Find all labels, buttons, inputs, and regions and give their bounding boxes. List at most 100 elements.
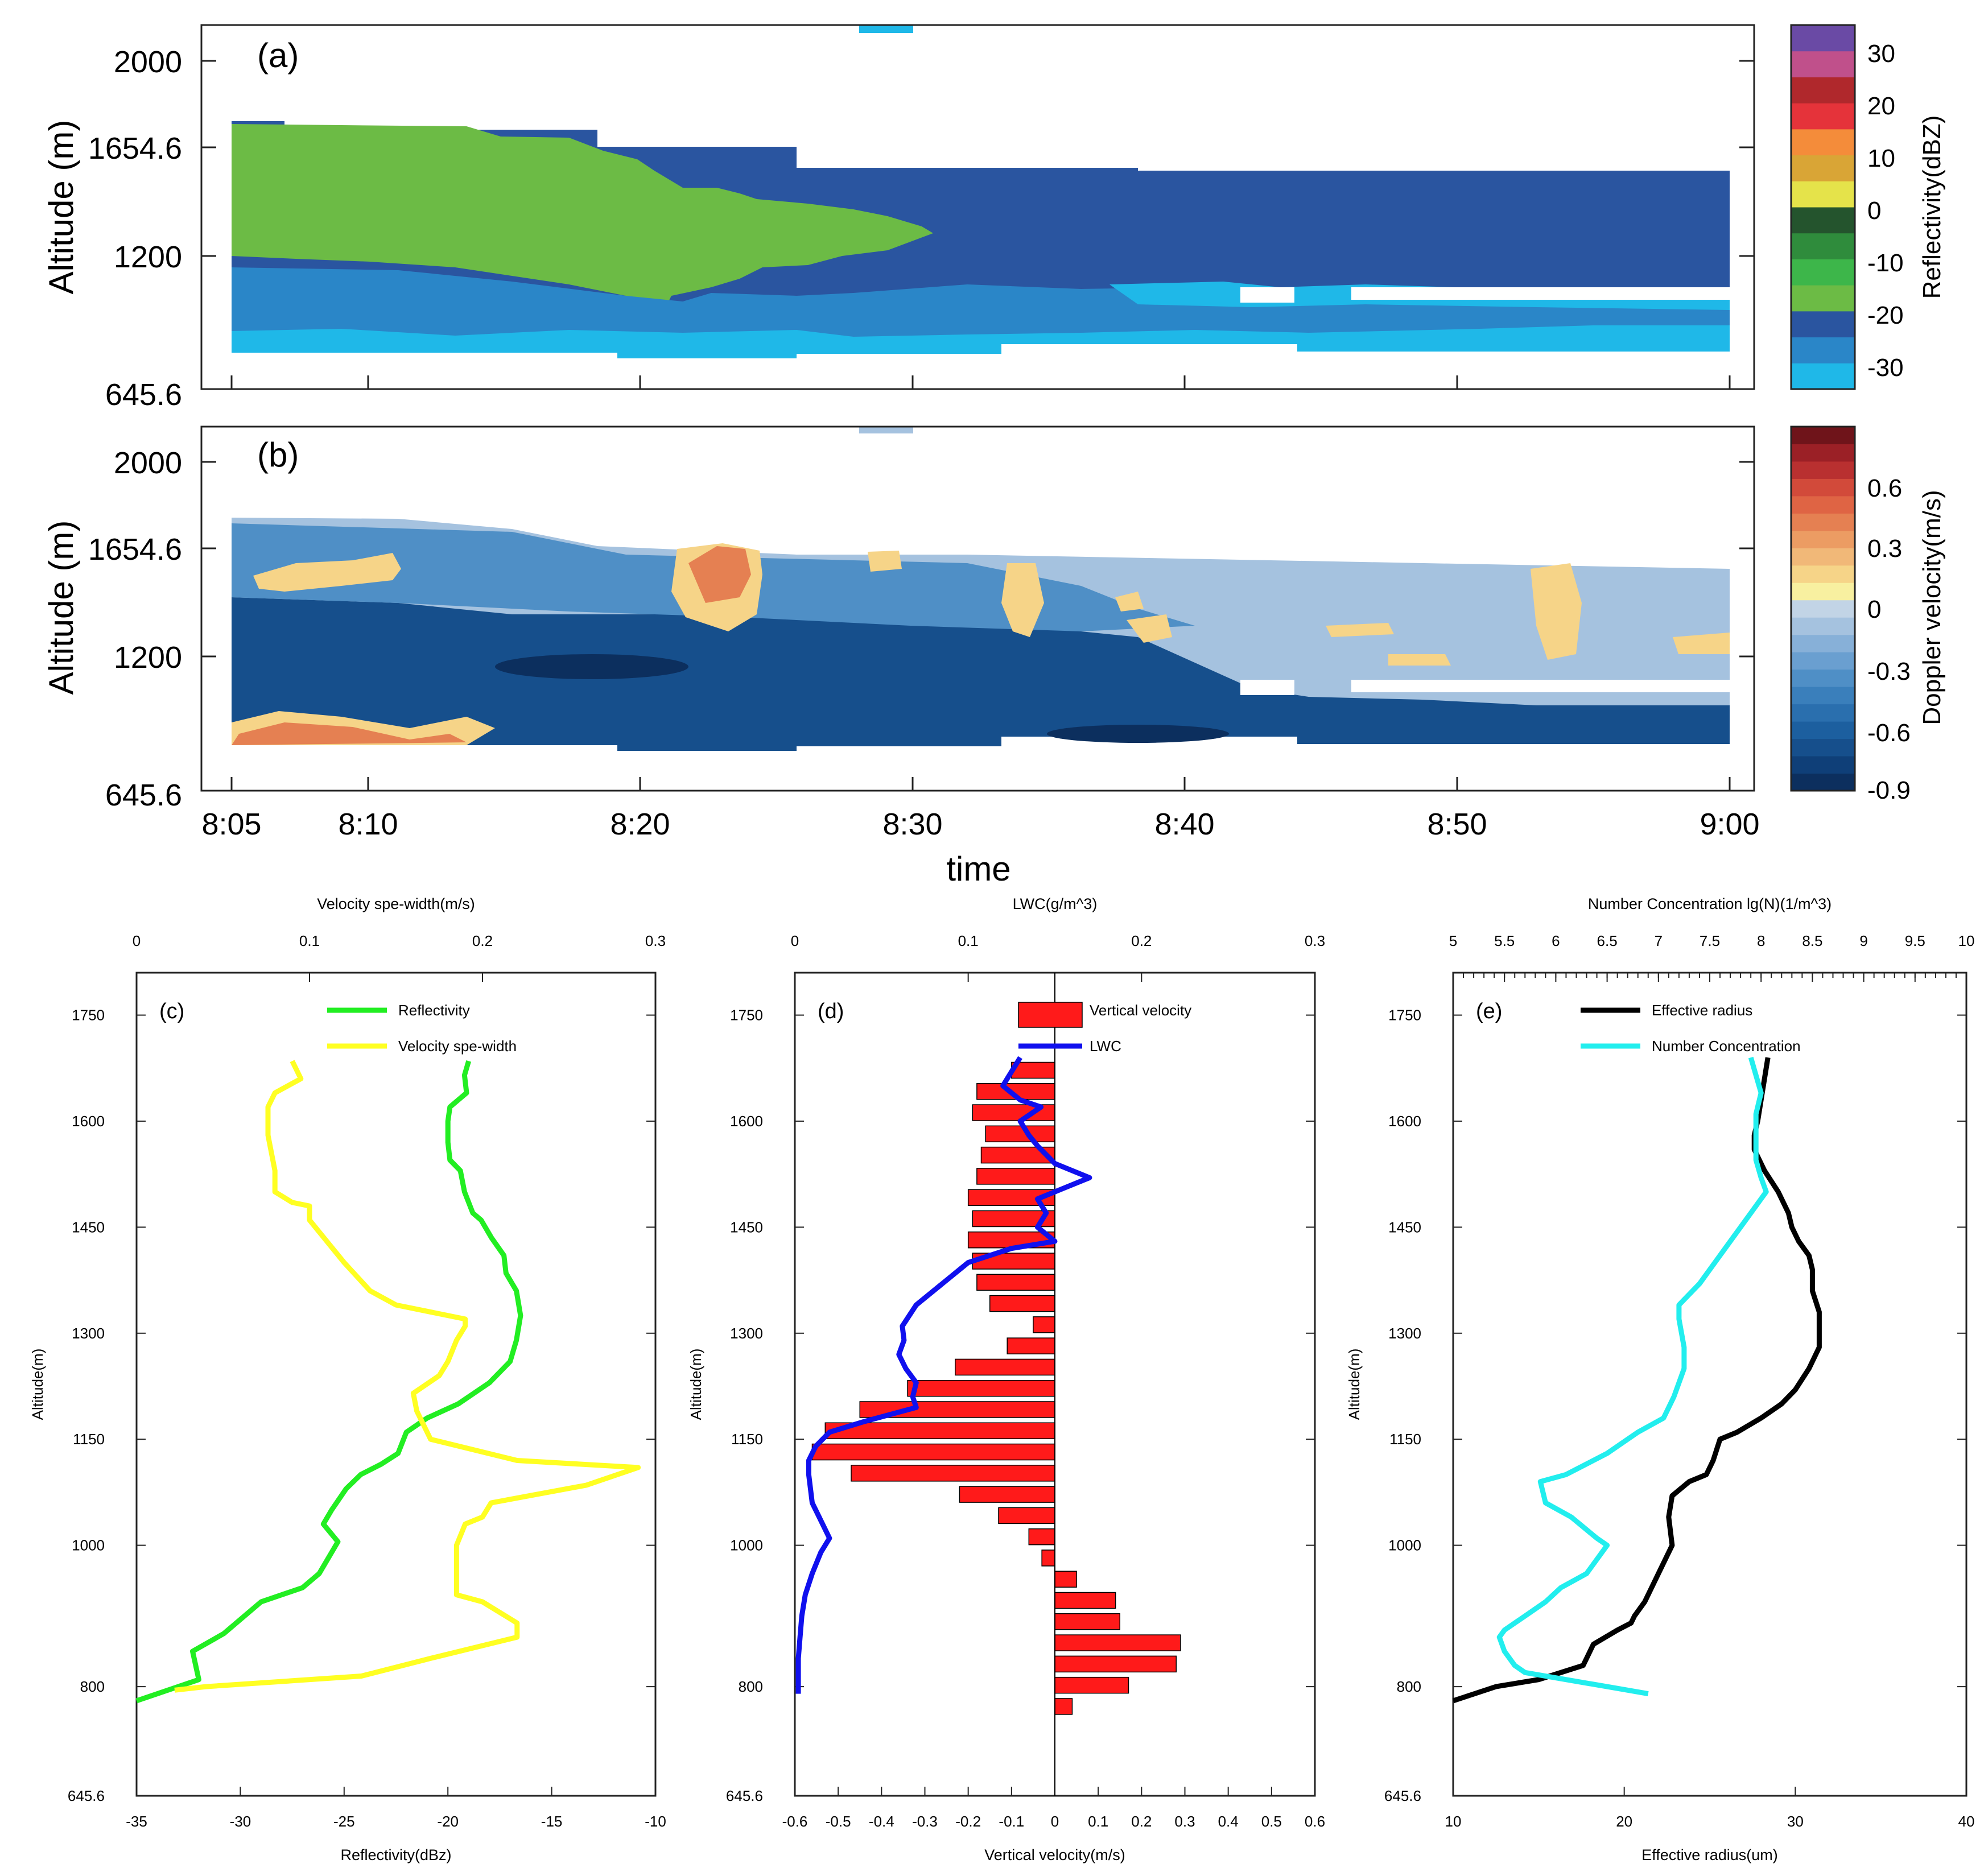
y-axis-label: Altitude(m) — [1346, 1349, 1363, 1420]
xtick-label: -0.3 — [912, 1813, 938, 1830]
xtick-label: -0.4 — [869, 1813, 894, 1830]
top-xtick-label: 0.2 — [1131, 932, 1152, 949]
ytick-label: 1750 — [1388, 1007, 1421, 1024]
velocity-bar — [1054, 1676, 1129, 1694]
colorbar-swatch — [1791, 25, 1855, 52]
ytick-label: 1150 — [73, 1431, 105, 1448]
ytick-label: 1300 — [730, 1325, 763, 1342]
colorbar-swatch — [1791, 444, 1855, 462]
top-axis-label: LWC(g/m^3) — [1013, 895, 1098, 912]
panel-b-ytick-label: 645.6 — [105, 778, 182, 812]
colorbar-swatch — [1791, 773, 1855, 791]
colorbar-swatch — [1791, 77, 1855, 104]
velocity-bar — [1054, 1613, 1120, 1630]
xtick-label: -25 — [333, 1813, 355, 1830]
doppler-colorbar-label: Doppler velocity(m/s) — [1918, 490, 1946, 725]
colorbar-swatch — [1791, 652, 1855, 670]
colorbar-swatch — [1791, 478, 1855, 497]
top-xtick-label: 7 — [1655, 932, 1663, 949]
velocity-bar — [811, 1443, 1055, 1461]
ytick-label: 1600 — [730, 1113, 763, 1130]
panel-label: (d) — [818, 999, 844, 1023]
doppler-orange-core — [688, 546, 751, 603]
doppler-gap-1 — [1240, 680, 1294, 695]
velocity-bar — [989, 1295, 1055, 1312]
ytick-label: 1600 — [1388, 1113, 1421, 1130]
top-xtick-label: 8 — [1757, 932, 1765, 949]
doppler-deepest-core — [495, 654, 688, 679]
reflectivity-gap-1 — [1240, 287, 1294, 303]
colorbar-swatch — [1791, 704, 1855, 722]
doppler-warm-patch-4 — [1531, 563, 1582, 660]
legend-label: Number Concentration — [1652, 1038, 1801, 1055]
series-line-effective-radius — [1452, 1057, 1822, 1704]
velocity-bar — [907, 1379, 1055, 1397]
velocity-bar — [1054, 1571, 1077, 1588]
xtick-label: -30 — [230, 1813, 251, 1830]
colorbar-swatch — [1791, 233, 1855, 259]
doppler-warm-patch-7 — [1326, 623, 1394, 637]
colorbar-tick: 0 — [1867, 197, 1881, 225]
ytick-label: 1450 — [72, 1218, 105, 1235]
panel-a-xticks — [230, 375, 1731, 389]
xtick-label: 0.4 — [1218, 1813, 1239, 1830]
panel-a-ylabel: Altitude (m) — [42, 120, 80, 295]
colorbar-swatch — [1791, 461, 1855, 479]
series-line-number-concentration — [1496, 1056, 1769, 1697]
ytick-label: 1000 — [1388, 1537, 1421, 1554]
colorbar-swatch — [1791, 565, 1855, 583]
colorbar-swatch — [1791, 311, 1855, 338]
colorbar-swatch — [1791, 721, 1855, 739]
time-tick-label: 9:00 — [1700, 807, 1759, 841]
panel-a-ytick-label: 1200 — [114, 240, 182, 274]
top-xtick-label: 0.1 — [299, 932, 320, 949]
y-axis-label: Altitude(m) — [29, 1349, 46, 1420]
colorbar-swatch — [1791, 181, 1855, 208]
xtick-label: 0 — [1051, 1813, 1059, 1830]
xtick-label: 0.1 — [1088, 1813, 1108, 1830]
colorbar-tick: 30 — [1867, 40, 1895, 68]
panel-c: 1750 1600 1450 1300 1150 1000 800 645.6 Altitude… — [29, 895, 666, 1863]
series-line-reflectivity — [135, 1060, 523, 1704]
xtick-label: 40 — [1958, 1813, 1975, 1830]
panel-a-label: (a) — [257, 36, 299, 75]
reflectivity-colorbar-label: Reflectivity(dBZ) — [1918, 115, 1946, 299]
xtick-label: 20 — [1616, 1813, 1632, 1830]
panel-b-xticks — [230, 777, 1731, 791]
colorbar-swatch — [1791, 634, 1855, 652]
top-xtick-label: 0 — [791, 932, 799, 949]
legend-label: Velocity spe-width — [398, 1038, 517, 1055]
panel-b-ytick-label: 2000 — [114, 446, 182, 480]
colorbar-swatch — [1791, 582, 1855, 601]
colorbar-swatch — [1791, 756, 1855, 774]
doppler-warm-patch-9 — [1673, 633, 1730, 654]
panel-e: 1750 1600 1450 1300 1150 1000 800 645.6 Altitude… — [1346, 895, 1974, 1863]
x-axis-label: Vertical velocity(m/s) — [984, 1846, 1125, 1863]
velocity-bar — [959, 1486, 1055, 1503]
doppler-warm-patch-11 — [1115, 592, 1144, 611]
ytick-label: 1750 — [72, 1007, 105, 1024]
velocity-bar — [976, 1274, 1055, 1291]
reflectivity-gap-2 — [1351, 287, 1730, 300]
reflectivity-colorbar-ticks: 30 20 10 0 -10 -20 -30 — [1867, 40, 1904, 382]
panel-label: (e) — [1476, 999, 1502, 1023]
top-xtick-label: 6.5 — [1597, 932, 1618, 949]
doppler-warm-patch-1 — [253, 553, 401, 592]
colorbar-swatch — [1791, 738, 1855, 757]
colorbar-swatch — [1791, 687, 1855, 705]
top-xtick-label: 0.2 — [472, 932, 493, 949]
ytick-label: 1000 — [730, 1537, 763, 1554]
reflectivity-colorbar-frame — [1790, 24, 1856, 390]
x-axis-label: Reflectivity(dBz) — [340, 1846, 451, 1863]
legend-swatch — [1018, 1002, 1083, 1028]
colorbar-swatch — [1791, 548, 1855, 566]
panel-a: 2000 1654.6 1200 645.6 (a) Altitude (m) … — [42, 24, 1946, 412]
xtick-label: -10 — [645, 1813, 666, 1830]
top-xtick-label: 6 — [1552, 932, 1560, 949]
ytick-label: 800 — [80, 1678, 105, 1695]
doppler-dark-band — [232, 597, 1730, 751]
panel-b-label: (b) — [257, 436, 299, 474]
panel-a-ytick-label: 2000 — [114, 45, 182, 79]
colorbar-swatch — [1791, 207, 1855, 234]
